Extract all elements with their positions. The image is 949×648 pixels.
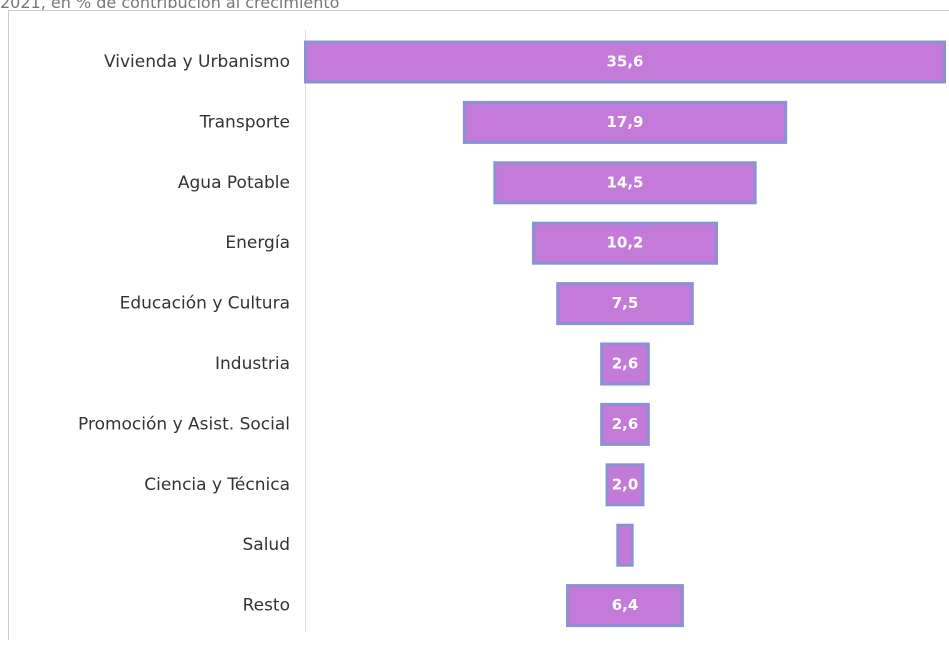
bar bbox=[566, 584, 684, 628]
bar bbox=[616, 523, 634, 567]
bar bbox=[605, 463, 645, 507]
category-label: Promoción y Asist. Social bbox=[78, 414, 290, 434]
bar bbox=[600, 342, 650, 386]
value-label: 7,5 bbox=[612, 294, 639, 312]
category-label: Energía bbox=[225, 233, 290, 253]
bar bbox=[600, 402, 650, 446]
category-label: Ciencia y Técnica bbox=[144, 475, 290, 495]
value-label: 14,5 bbox=[606, 173, 643, 191]
bar bbox=[531, 221, 719, 265]
value-label: 6,4 bbox=[612, 596, 639, 614]
value-label: 2,6 bbox=[612, 355, 639, 373]
bar bbox=[556, 282, 694, 326]
bar bbox=[493, 161, 757, 205]
category-label: Resto bbox=[243, 596, 290, 616]
chart-subtitle: 2021, en % de contribución al crecimient… bbox=[0, 0, 339, 12]
bar bbox=[303, 40, 947, 84]
value-label: 17,9 bbox=[606, 113, 643, 131]
category-label: Vivienda y Urbanismo bbox=[104, 52, 290, 72]
value-label: 2,6 bbox=[612, 415, 639, 433]
bar bbox=[462, 100, 788, 144]
value-label: 35,6 bbox=[606, 53, 643, 71]
category-label: Industria bbox=[215, 354, 290, 374]
category-label: Salud bbox=[243, 535, 291, 555]
value-label: 10,2 bbox=[606, 234, 643, 252]
category-label: Agua Potable bbox=[178, 173, 290, 193]
category-label: Educación y Cultura bbox=[120, 294, 290, 314]
value-label: 2,0 bbox=[612, 475, 639, 493]
category-label: Transporte bbox=[199, 112, 290, 132]
